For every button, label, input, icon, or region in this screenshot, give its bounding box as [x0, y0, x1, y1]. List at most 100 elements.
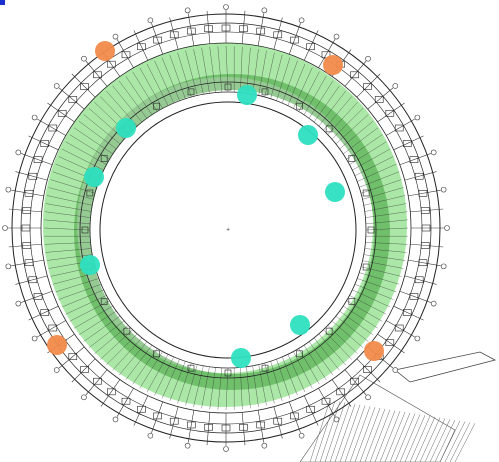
detail	[429, 419, 451, 462]
detail	[327, 325, 358, 354]
detail	[5, 263, 12, 270]
detail	[404, 415, 426, 462]
radial-ticks	[2, 4, 450, 452]
detail	[24, 189, 34, 197]
detail	[273, 417, 283, 425]
detail	[374, 96, 384, 103]
detail	[409, 293, 419, 300]
detail	[100, 329, 133, 360]
detail	[309, 399, 331, 462]
detail	[241, 412, 246, 446]
detail	[264, 52, 275, 98]
detail	[296, 350, 303, 358]
detail	[252, 365, 259, 408]
detail	[293, 351, 313, 389]
detail	[151, 23, 164, 55]
detail	[154, 356, 174, 396]
detail	[65, 295, 107, 315]
detail	[153, 412, 162, 420]
detail	[146, 354, 169, 393]
center-mark: +	[226, 227, 230, 233]
detail	[335, 315, 369, 342]
detail	[414, 416, 436, 462]
detail	[37, 320, 66, 338]
detail	[15, 275, 48, 285]
detail	[369, 409, 391, 462]
detail	[318, 333, 346, 366]
detail	[45, 248, 92, 253]
detail	[288, 401, 301, 433]
detail	[384, 411, 406, 462]
detail	[48, 187, 94, 200]
hatch-lines	[309, 399, 476, 462]
detail	[71, 73, 96, 98]
detail	[362, 260, 404, 269]
detail	[169, 54, 186, 99]
detail	[147, 17, 154, 24]
detail	[225, 45, 229, 93]
detail	[256, 421, 266, 429]
detail	[106, 60, 116, 68]
detail	[288, 23, 301, 55]
detail	[334, 403, 356, 462]
detail	[256, 27, 266, 35]
detail	[343, 127, 378, 155]
detail	[392, 367, 399, 373]
detail	[404, 171, 437, 181]
detail	[61, 289, 104, 308]
detail	[386, 118, 415, 136]
detail	[201, 47, 210, 94]
detail	[47, 102, 75, 123]
detail	[239, 25, 248, 33]
detail	[261, 88, 269, 96]
detail	[48, 124, 58, 132]
detail	[33, 156, 43, 163]
detail	[306, 405, 315, 413]
detail	[414, 335, 421, 342]
detail	[161, 57, 180, 101]
detail	[241, 10, 246, 44]
detail	[106, 388, 116, 396]
detail	[336, 388, 346, 396]
detail	[125, 345, 153, 380]
detail	[402, 309, 412, 316]
detail	[40, 140, 50, 147]
detail	[147, 432, 154, 439]
detail	[303, 395, 319, 426]
detail	[112, 33, 119, 40]
detail	[414, 114, 421, 121]
detail	[430, 149, 437, 156]
detail	[28, 305, 59, 321]
detail	[28, 172, 38, 180]
detail	[414, 276, 424, 284]
detail	[399, 153, 431, 166]
ramp	[394, 351, 497, 383]
detail	[81, 394, 87, 401]
detail	[2, 225, 8, 231]
detail	[440, 263, 447, 270]
detail	[402, 140, 412, 147]
detail	[78, 310, 117, 336]
detail	[385, 109, 395, 117]
detail	[22, 207, 32, 214]
detail	[28, 276, 38, 284]
detail	[349, 141, 387, 165]
detail	[273, 17, 283, 50]
detail	[367, 87, 394, 110]
detail	[308, 80, 334, 119]
detail	[339, 404, 361, 462]
detail	[264, 362, 275, 404]
detail	[359, 407, 381, 462]
detail	[133, 30, 149, 61]
detail	[46, 195, 93, 206]
detail	[408, 259, 441, 267]
detail	[360, 179, 402, 194]
detail	[146, 63, 169, 106]
detail	[184, 7, 191, 14]
detail	[8, 243, 42, 248]
detail	[139, 351, 163, 389]
detail	[454, 423, 476, 462]
detail	[290, 36, 299, 44]
detail	[439, 420, 461, 462]
detail	[354, 284, 394, 300]
